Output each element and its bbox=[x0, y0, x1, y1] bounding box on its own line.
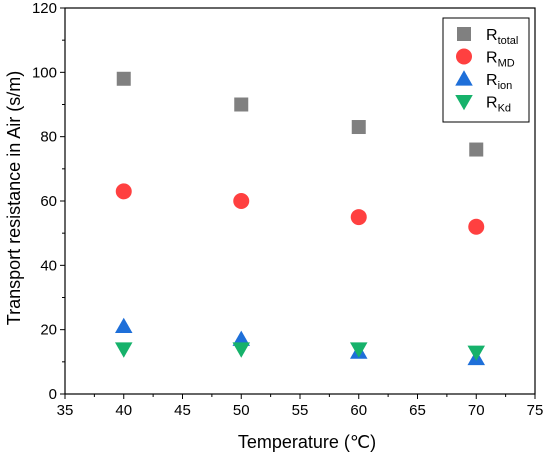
data-point-md bbox=[115, 183, 132, 200]
series-total bbox=[116, 71, 484, 157]
data-point-kd bbox=[350, 342, 368, 358]
y-tick-label: 20 bbox=[40, 322, 57, 339]
data-point-md bbox=[350, 209, 367, 226]
data-point-md bbox=[468, 218, 485, 235]
data-point-total bbox=[351, 120, 366, 135]
y-tick-label: 100 bbox=[32, 64, 57, 81]
legend-label-kd: RKd bbox=[486, 95, 511, 115]
x-tick-label: 55 bbox=[292, 402, 309, 419]
legend-label-ion: Rion bbox=[486, 72, 512, 92]
y-tick-label: 120 bbox=[32, 0, 57, 17]
data-point-md bbox=[233, 193, 250, 209]
data-point-kd bbox=[232, 342, 250, 358]
x-tick-label: 35 bbox=[57, 402, 74, 419]
data-point-kd bbox=[115, 342, 133, 358]
x-axis-title: Temperature (℃) bbox=[238, 432, 376, 452]
x-tick-label: 60 bbox=[350, 402, 367, 419]
legend-marker-ion bbox=[455, 70, 473, 86]
x-tick-label: 40 bbox=[115, 402, 132, 419]
x-tick-label: 75 bbox=[527, 402, 544, 419]
data-point-ion bbox=[232, 330, 250, 346]
series-ion bbox=[115, 317, 485, 366]
series-kd bbox=[115, 342, 485, 361]
data-point-kd bbox=[467, 345, 485, 361]
y-tick-label: 80 bbox=[40, 129, 57, 146]
data-point-ion bbox=[115, 317, 133, 334]
y-axis-title: Transport resistance in Air (s/m) bbox=[4, 71, 24, 325]
data-point-total bbox=[116, 71, 131, 86]
legend-label-md: RMD bbox=[486, 50, 515, 70]
x-tick-label: 50 bbox=[233, 402, 250, 419]
legend-marker-md bbox=[456, 48, 472, 65]
legend-marker-kd bbox=[455, 94, 473, 111]
legend-label-total: Rtotal bbox=[486, 27, 518, 47]
x-tick-label: 70 bbox=[468, 402, 485, 419]
data-marks bbox=[115, 71, 485, 366]
y-tick-label: 40 bbox=[40, 257, 57, 274]
data-point-total bbox=[469, 142, 484, 157]
x-tick-label: 45 bbox=[174, 402, 191, 419]
x-tick-label: 65 bbox=[409, 402, 426, 419]
axes: 35 40 45 50 55 60 65 70 75 0 20 40 60 80 100 120 Tempera… bbox=[4, 0, 543, 452]
y-tick-label: 0 bbox=[49, 386, 57, 403]
legend-marker-total bbox=[457, 27, 471, 41]
series-md bbox=[115, 183, 485, 235]
y-tick-label: 60 bbox=[40, 193, 57, 210]
data-point-total bbox=[234, 97, 249, 112]
